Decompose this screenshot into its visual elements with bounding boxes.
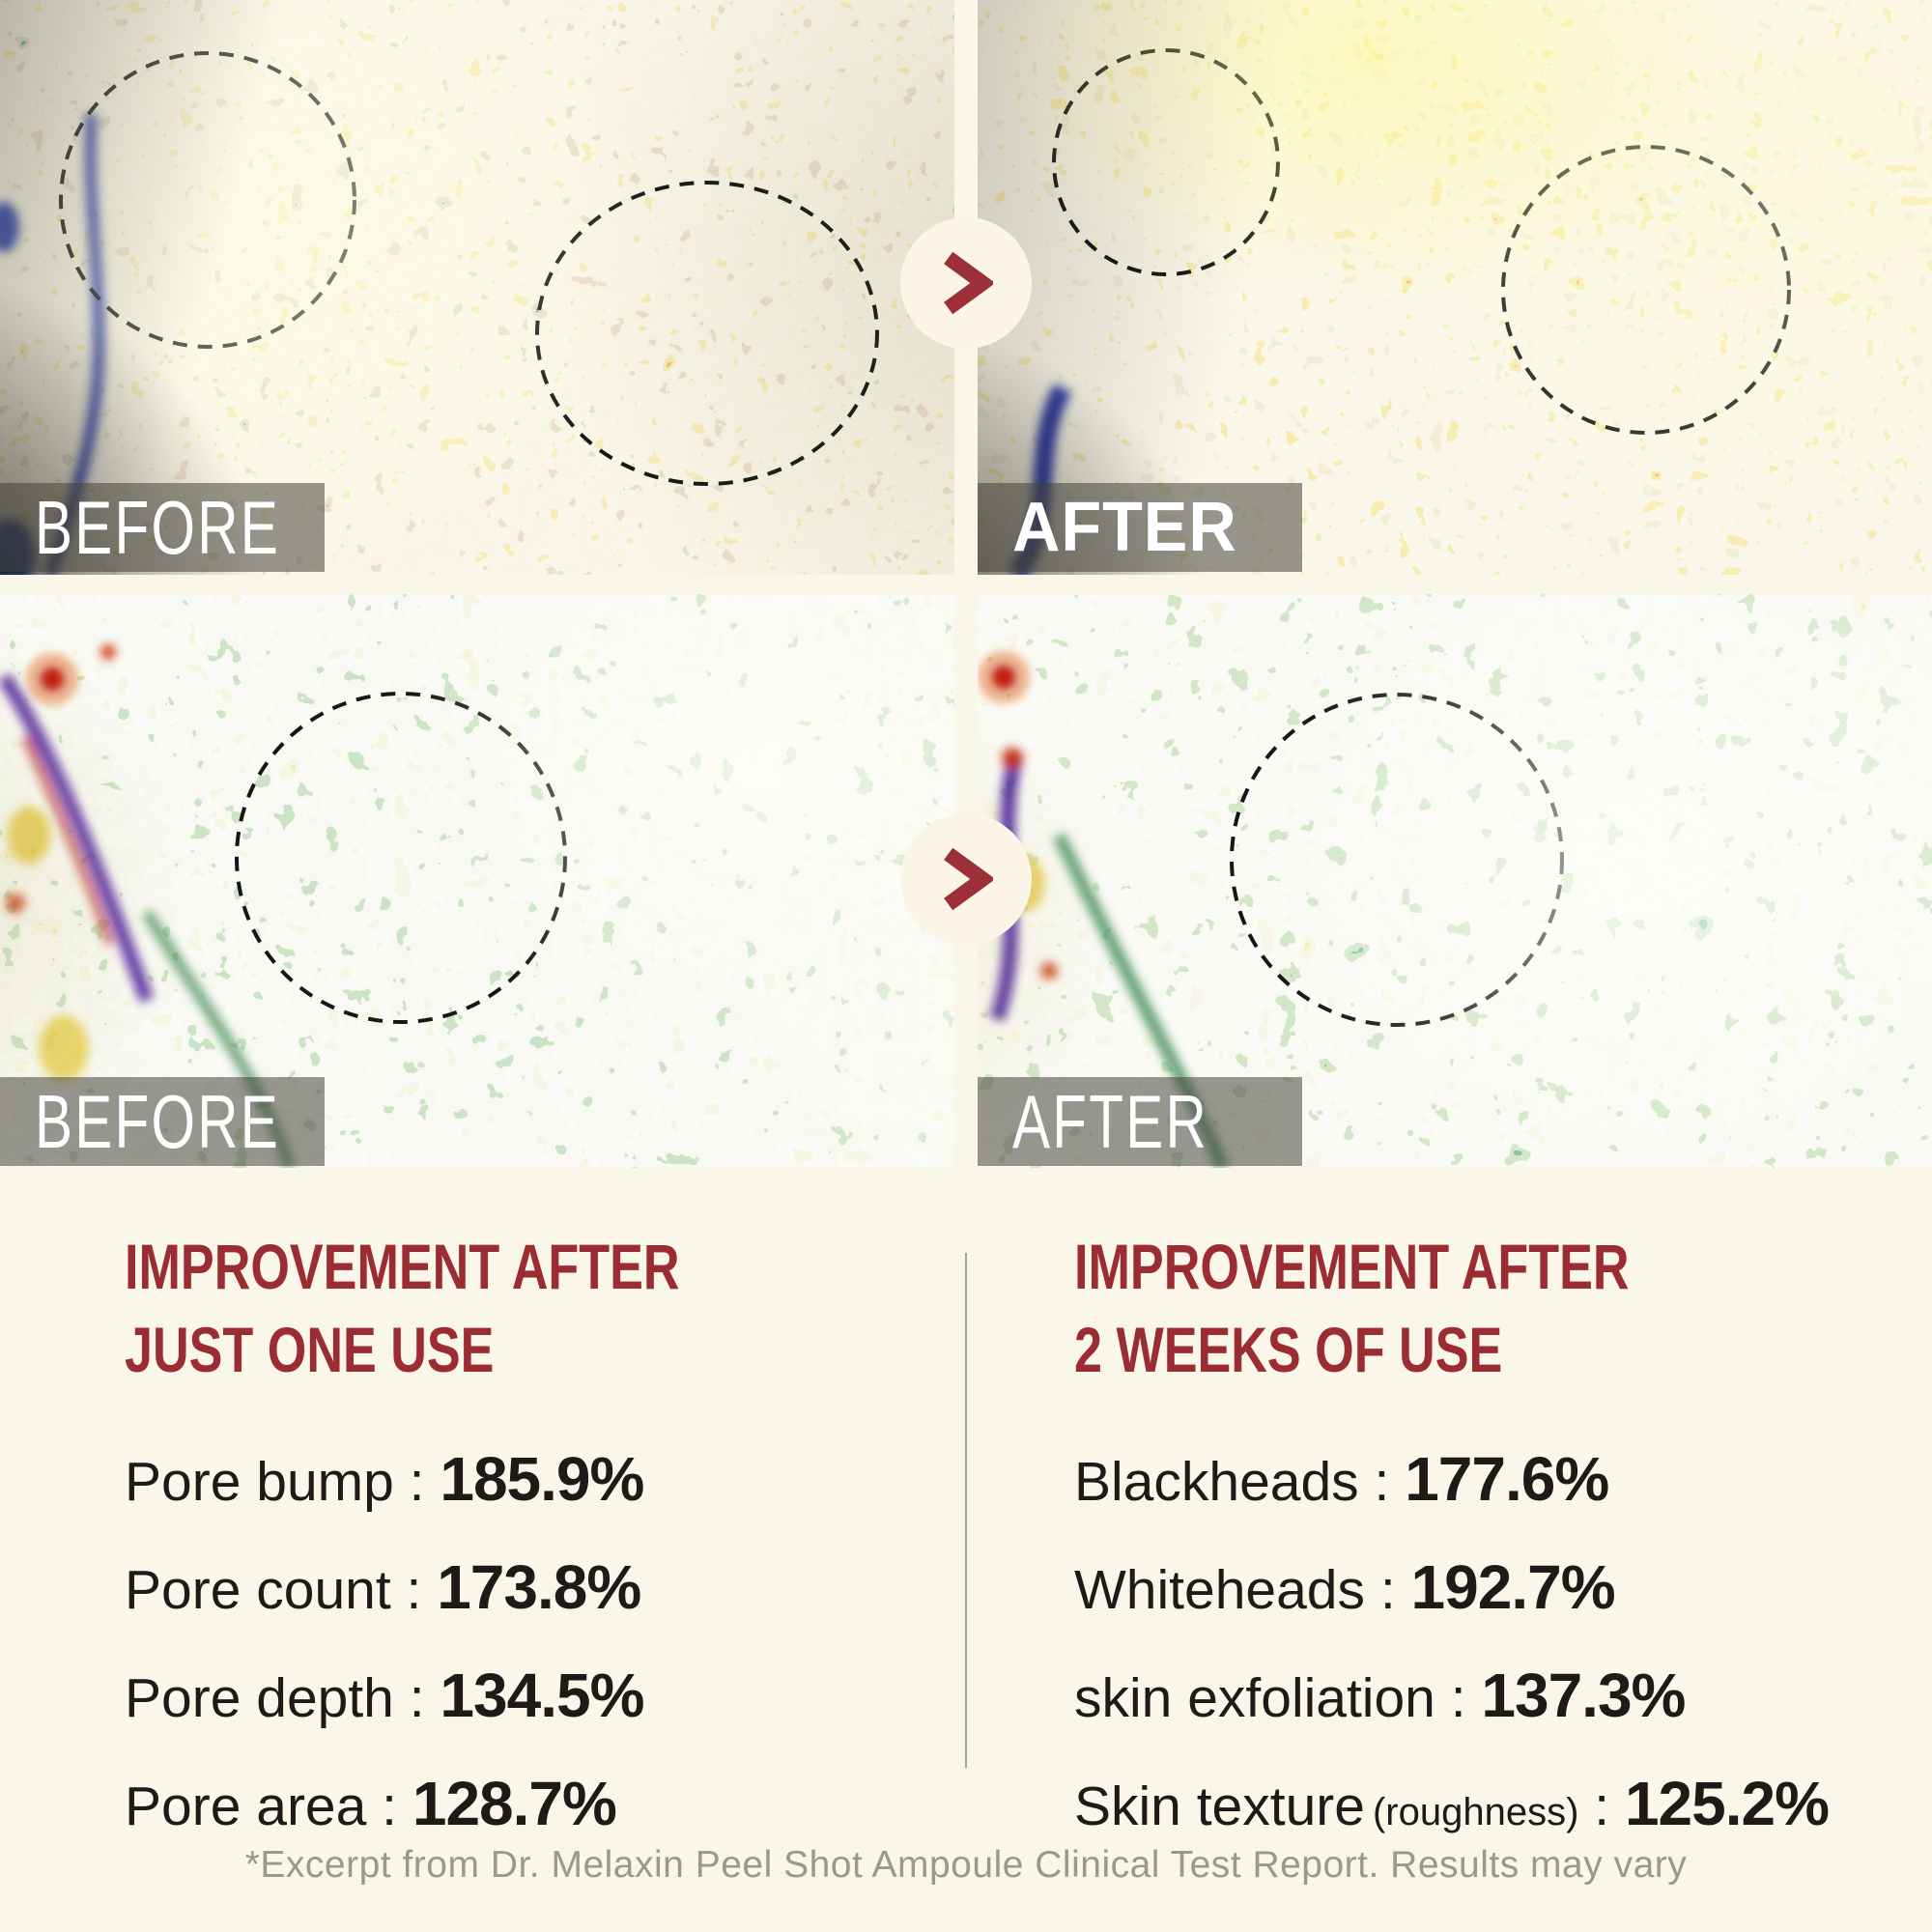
- before-label-text: BEFORE: [35, 1078, 281, 1164]
- stat-value: 192.7%: [1410, 1552, 1616, 1622]
- results-column-two-weeks: IMPROVEMENT AFTER 2 WEEKS OF USE Blackhe…: [1074, 1225, 1830, 1866]
- after-photo-row1: AFTER: [978, 0, 1932, 575]
- chevron-right-icon: [944, 251, 993, 315]
- before-label-text: BEFORE: [35, 484, 281, 570]
- stat-colon: :: [1358, 1451, 1406, 1513]
- stat-colon: :: [366, 1776, 412, 1837]
- stat-label: Pore depth: [125, 1667, 394, 1729]
- stat-row: Whiteheads : 192.7%: [1074, 1542, 1829, 1650]
- stat-row: Pore count : 173.8%: [125, 1542, 827, 1650]
- stat-row: Pore depth : 134.5%: [125, 1650, 827, 1758]
- stat-value: 173.8%: [437, 1552, 641, 1622]
- stat-label: Skin texture: [1074, 1776, 1365, 1837]
- stat-colon: :: [393, 1667, 440, 1729]
- results-title-line1: IMPROVEMENT AFTER: [1074, 1231, 1630, 1302]
- stat-rows: Pore bump : 185.9% Pore count : 173.8% P…: [125, 1434, 827, 1866]
- after-label-text: AFTER: [1012, 1078, 1209, 1164]
- chevron-right-icon: [944, 847, 993, 911]
- before-photo-row1: BEFORE: [0, 0, 954, 575]
- stat-row: skin exfoliation : 137.3%: [1074, 1650, 1829, 1758]
- stat-label: Pore area: [125, 1776, 367, 1837]
- arrow-badge: [900, 813, 1032, 945]
- stat-row: Skin texture (roughness) : 125.2%: [1074, 1758, 1830, 1866]
- after-label-badge: AFTER: [978, 1077, 1302, 1166]
- stat-colon: :: [1365, 1559, 1411, 1621]
- before-label-badge: BEFORE: [0, 483, 325, 572]
- stat-value: 134.5%: [440, 1661, 644, 1730]
- before-label-badge: BEFORE: [0, 1077, 325, 1166]
- stat-row: Pore bump : 185.9%: [125, 1434, 827, 1542]
- arrow-badge: [900, 217, 1032, 349]
- results-title-line1: IMPROVEMENT AFTER: [125, 1231, 680, 1302]
- stat-row: Pore area : 128.7%: [125, 1758, 827, 1866]
- stat-label: Pore count: [125, 1559, 391, 1621]
- before-photo-row2: BEFORE: [0, 594, 954, 1168]
- stat-colon: :: [393, 1451, 440, 1513]
- stat-row: Blackheads : 177.6%: [1074, 1434, 1829, 1542]
- stat-value: 128.7%: [412, 1769, 617, 1838]
- stat-label: Pore bump: [125, 1451, 394, 1513]
- red-spot: [990, 664, 1017, 691]
- stat-value: 185.9%: [440, 1444, 644, 1514]
- results-column-one-use: IMPROVEMENT AFTER JUST ONE USE Pore bump…: [125, 1225, 827, 1866]
- stat-rows: Blackheads : 177.6% Whiteheads : 192.7% …: [1074, 1434, 1830, 1866]
- stat-colon: :: [1578, 1776, 1625, 1837]
- results-title-line2: JUST ONE USE: [125, 1314, 495, 1385]
- results-title-line2: 2 WEEKS OF USE: [1074, 1314, 1503, 1385]
- after-label-badge: AFTER: [978, 483, 1302, 572]
- stat-value: 125.2%: [1624, 1769, 1830, 1838]
- column-divider: [965, 1253, 967, 1768]
- stat-label: skin exfoliation: [1074, 1667, 1435, 1729]
- stat-colon: :: [1435, 1667, 1482, 1729]
- stat-colon: :: [390, 1559, 438, 1621]
- after-photo-row2: AFTER: [978, 594, 1932, 1168]
- stat-value: 177.6%: [1405, 1444, 1609, 1514]
- disclaimer-text: *Excerpt from Dr. Melaxin Peel Shot Ampo…: [244, 1844, 1688, 1886]
- stat-value: 137.3%: [1481, 1661, 1686, 1730]
- stat-label: Whiteheads: [1074, 1559, 1366, 1621]
- after-label-text: AFTER: [1012, 489, 1237, 566]
- red-spot: [39, 666, 66, 693]
- stat-label: Blackheads: [1074, 1451, 1359, 1513]
- stat-label-note: (roughness): [1372, 1791, 1579, 1833]
